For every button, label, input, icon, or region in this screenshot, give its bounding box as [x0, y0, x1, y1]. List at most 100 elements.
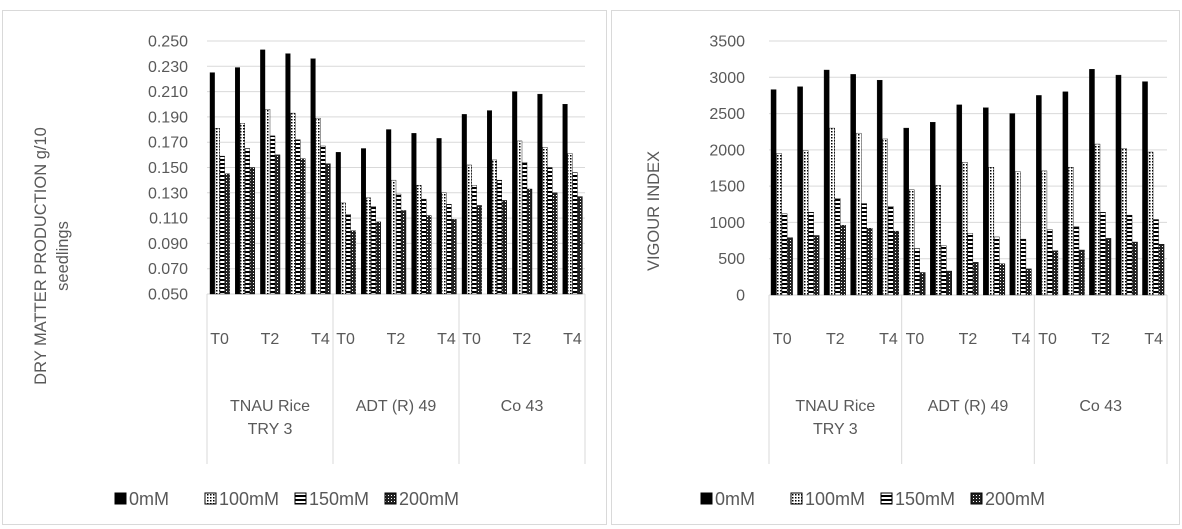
bar-200mm-6 — [919, 272, 926, 296]
bar-150mm-3 — [270, 135, 276, 295]
bar-150mm-10 — [1020, 238, 1027, 296]
bar-150mm-14 — [1126, 214, 1133, 296]
bar-100mm-15 — [567, 153, 573, 295]
y-tick-label: 0.130 — [148, 185, 188, 202]
bar-100mm-10 — [1015, 171, 1021, 296]
legend-swatch — [114, 492, 127, 505]
y-tick-label: 1500 — [709, 179, 745, 196]
bar-0mm-3 — [260, 49, 266, 295]
bar-0mm-11 — [461, 114, 467, 295]
bar-200mm-11 — [1052, 250, 1059, 296]
bar-150mm-8 — [396, 193, 402, 295]
bar-100mm-12 — [1068, 167, 1074, 296]
y-tick-label: 0.050 — [148, 287, 188, 304]
bar-100mm-15 — [1147, 151, 1154, 296]
bar-0mm-1 — [770, 89, 777, 296]
bar-150mm-15 — [572, 172, 578, 295]
bar-100mm-12 — [492, 159, 498, 295]
y-tick-label: 0.250 — [148, 34, 188, 51]
bar-0mm-10 — [436, 138, 442, 295]
bar-100mm-11 — [466, 164, 472, 295]
x-tick-label: T0 — [1038, 331, 1057, 348]
bar-0mm-6 — [903, 127, 909, 296]
bar-150mm-4 — [861, 203, 867, 296]
bar-0mm-4 — [850, 74, 856, 296]
bar-200mm-5 — [893, 230, 899, 296]
y-tick-label: 500 — [718, 251, 745, 268]
bar-100mm-4 — [290, 112, 296, 295]
y-axis-title: VIGOUR INDEX — [645, 151, 663, 271]
x-tick-label: T2 — [387, 331, 406, 348]
bar-0mm-8 — [956, 104, 963, 296]
bar-200mm-12 — [502, 200, 508, 295]
bar-150mm-7 — [371, 206, 377, 295]
bar-200mm-3 — [275, 154, 281, 295]
bar-100mm-3 — [829, 127, 835, 296]
y-tick-label: 2000 — [709, 142, 745, 159]
bar-200mm-10 — [451, 219, 457, 295]
bar-100mm-2 — [802, 150, 809, 296]
bar-150mm-14 — [547, 167, 553, 295]
y-tick-label: 0 — [736, 288, 745, 305]
y-tick-label: 0.230 — [148, 59, 188, 76]
bar-150mm-12 — [497, 179, 503, 295]
bar-200mm-7 — [946, 270, 953, 296]
y-tick-label: 0.070 — [148, 261, 188, 278]
bar-100mm-8 — [391, 179, 397, 295]
bar-200mm-4 — [300, 158, 306, 295]
bar-0mm-13 — [512, 91, 518, 295]
bar-200mm-4 — [866, 228, 873, 296]
bar-150mm-3 — [834, 198, 841, 296]
x-tick-label: T4 — [1144, 331, 1163, 348]
legend-label: 150mM — [309, 489, 369, 509]
x-tick-label: T2 — [826, 331, 845, 348]
bar-0mm-3 — [823, 69, 830, 296]
legend-swatch — [700, 492, 713, 505]
legend-label: 0mM — [715, 489, 755, 509]
bar-200mm-2 — [813, 235, 820, 296]
legend-label: 150mM — [895, 489, 955, 509]
bar-100mm-1 — [214, 128, 220, 295]
bar-200mm-5 — [325, 163, 331, 295]
y-tick-label: 1000 — [709, 215, 745, 232]
bar-0mm-9 — [983, 107, 989, 296]
bar-100mm-5 — [882, 138, 888, 296]
y-tick-label: 0.210 — [148, 84, 188, 101]
variety-label: TNAU Rice — [795, 398, 875, 415]
x-tick-label: T0 — [336, 331, 355, 348]
legend-swatch — [970, 492, 983, 505]
bar-0mm-5 — [310, 58, 316, 295]
bar-0mm-14 — [537, 93, 543, 295]
legend-label: 0mM — [129, 489, 169, 509]
bar-100mm-6 — [340, 202, 346, 295]
bar-100mm-7 — [366, 197, 372, 295]
legend-label: 200mM — [985, 489, 1045, 509]
bar-150mm-13 — [1100, 212, 1106, 296]
bar-150mm-5 — [320, 145, 326, 295]
bar-0mm-14 — [1115, 74, 1122, 296]
bar-0mm-9 — [411, 133, 417, 295]
y-tick-label: 3000 — [709, 70, 745, 87]
x-tick-label: T4 — [311, 331, 330, 348]
bar-200mm-14 — [552, 192, 558, 295]
variety-label: Co 43 — [1079, 398, 1122, 415]
y-tick-label: 0.190 — [148, 109, 188, 126]
bar-150mm-13 — [522, 162, 528, 295]
legend: 0mM 100mM 150mM 200mM — [700, 489, 1045, 509]
x-tick-label: T4 — [437, 331, 456, 348]
bar-100mm-1 — [776, 153, 782, 296]
legend-label: 100mM — [805, 489, 865, 509]
bar-0mm-12 — [1062, 91, 1069, 296]
bar-200mm-9 — [999, 263, 1006, 296]
bar-150mm-12 — [1073, 226, 1080, 296]
bar-200mm-10 — [1026, 268, 1032, 296]
variety-label: TNAU Rice — [230, 398, 310, 415]
bar-150mm-2 — [244, 148, 250, 295]
bar-200mm-6 — [350, 230, 356, 295]
bar-100mm-7 — [935, 185, 942, 296]
bar-150mm-9 — [994, 236, 1000, 296]
bar-100mm-4 — [855, 132, 862, 296]
bar-150mm-15 — [1153, 219, 1159, 296]
bar-0mm-2 — [234, 67, 240, 295]
bar-200mm-12 — [1079, 249, 1085, 296]
